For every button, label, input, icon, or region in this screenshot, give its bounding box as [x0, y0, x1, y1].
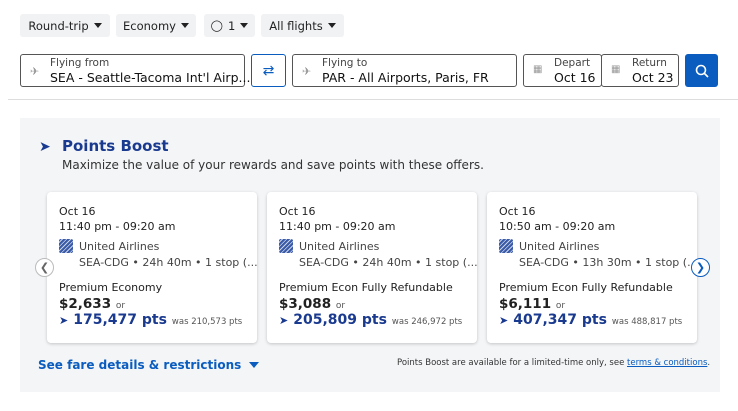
caret-down-icon — [327, 23, 336, 28]
cabin-class: Premium Econ Fully Refundable — [499, 281, 673, 294]
united-logo-icon — [279, 239, 293, 253]
caret-down-icon — [93, 23, 102, 28]
route: SEA-CDG — [519, 256, 569, 269]
flight-date: Oct 16 — [59, 205, 96, 218]
passenger-count: 1 — [227, 18, 236, 33]
search-icon — [695, 64, 709, 78]
cabin-class: Premium Econ Fully Refundable — [279, 281, 453, 294]
stops: 1 stop (... — [205, 256, 258, 269]
airline-name: United Airlines — [79, 239, 160, 253]
points-boost-title: Points Boost — [62, 137, 169, 155]
flight-time: 10:50 am - 09:20 am — [499, 220, 616, 233]
terms-link[interactable]: terms & conditions — [627, 358, 708, 368]
rocket-icon: ➤ — [279, 314, 289, 327]
caret-down-icon — [240, 23, 249, 28]
stops: 1 stop (... — [425, 256, 478, 269]
points-price: 175,477 pts — [73, 312, 167, 328]
rocket-icon: ➤ — [39, 139, 51, 155]
flight-type-dropdown[interactable]: All flights — [261, 14, 344, 37]
united-logo-icon — [59, 239, 73, 253]
disclaimer: Points Boost are available for a limited… — [397, 358, 710, 368]
was-points: was 488,817 pts — [611, 317, 683, 327]
offer-card[interactable]: Oct 16 11:40 pm - 09:20 am United Airlin… — [47, 192, 258, 343]
cash-price: $2,633 — [59, 296, 112, 312]
points-price: 205,809 pts — [293, 312, 387, 328]
flight-time: 11:40 pm - 09:20 am — [279, 220, 396, 233]
flying-to-input[interactable]: ✈ Flying to PAR - All Airports, Paris, F… — [292, 54, 517, 87]
to-value: PAR - All Airports, Paris, FR — [322, 70, 489, 85]
return-date-input[interactable]: ▦ Return Oct 23 — [601, 54, 679, 87]
offer-card[interactable]: Oct 16 10:50 am - 09:20 am United Airlin… — [487, 192, 698, 343]
calendar-icon: ▦ — [533, 64, 543, 75]
fare-details-label: See fare details & restrictions — [38, 358, 242, 372]
offer-card[interactable]: Oct 16 11:40 pm - 09:20 am United Airlin… — [267, 192, 478, 343]
disclaimer-text: Points Boost are available for a limited… — [397, 358, 628, 368]
or-text: or — [115, 301, 126, 311]
cash-price: $3,088 — [279, 296, 332, 312]
trip-type-dropdown[interactable]: Round-trip — [20, 14, 110, 37]
chevron-left-icon: ❮ — [39, 261, 50, 274]
airline-name: United Airlines — [299, 239, 380, 253]
fare-details-toggle[interactable]: See fare details & restrictions — [38, 358, 260, 372]
landing-icon: ✈ — [302, 65, 312, 78]
from-label: Flying from — [50, 57, 110, 69]
route: SEA-CDG — [299, 256, 349, 269]
was-points: was 246,972 pts — [391, 317, 463, 327]
stops: 1 stop (... — [645, 256, 698, 269]
or-text: or — [335, 301, 346, 311]
takeoff-icon: ✈ — [30, 65, 40, 78]
return-value: Oct 23 — [632, 70, 674, 85]
duration: 24h 40m — [142, 256, 192, 269]
flying-from-input[interactable]: ✈ Flying from SEA - Seattle-Tacoma Int'l… — [20, 54, 250, 87]
caret-down-icon — [180, 23, 189, 28]
flight-type-label: All flights — [269, 18, 323, 33]
return-label: Return — [632, 57, 667, 69]
cabin-class: Premium Economy — [59, 281, 163, 294]
flight-date: Oct 16 — [499, 205, 536, 218]
duration: 13h 30m — [582, 256, 632, 269]
rocket-icon: ➤ — [59, 314, 69, 327]
person-icon: ◯ — [210, 19, 223, 32]
route: SEA-CDG — [79, 256, 129, 269]
swap-icon: ⇄ — [262, 62, 275, 79]
depart-value: Oct 16 — [554, 70, 596, 85]
united-logo-icon — [499, 239, 513, 253]
flight-time: 11:40 pm - 09:20 am — [59, 220, 176, 233]
to-label: Flying to — [322, 57, 368, 69]
caret-down-icon — [249, 362, 260, 368]
carousel-prev-button[interactable]: ❮ — [35, 258, 54, 277]
calendar-icon: ▦ — [611, 64, 621, 75]
chevron-right-icon: ❯ — [695, 261, 706, 274]
depart-date-input[interactable]: ▦ Depart Oct 16 — [523, 54, 602, 87]
cash-price: $6,111 — [499, 296, 552, 312]
depart-label: Depart — [554, 57, 591, 69]
points-boost-subtitle: Maximize the value of your rewards and s… — [62, 158, 484, 172]
or-text: or — [555, 301, 566, 311]
duration: 24h 40m — [362, 256, 412, 269]
flight-date: Oct 16 — [279, 205, 316, 218]
rocket-icon: ➤ — [499, 314, 509, 327]
was-points: was 210,573 pts — [171, 317, 243, 327]
cabin-label: Economy — [123, 18, 176, 33]
from-value: SEA - Seattle-Tacoma Int'l Airp... — [50, 70, 251, 85]
trip-type-label: Round-trip — [28, 18, 89, 33]
divider — [8, 99, 738, 100]
passengers-dropdown[interactable]: ◯ 1 — [204, 14, 255, 37]
carousel-next-button[interactable]: ❯ — [691, 258, 710, 277]
cabin-dropdown[interactable]: Economy — [116, 14, 196, 37]
swap-button[interactable]: ⇄ — [251, 54, 286, 87]
search-button[interactable] — [685, 54, 718, 87]
airline-name: United Airlines — [519, 239, 600, 253]
disclaimer-end: . — [707, 358, 711, 368]
points-price: 407,347 pts — [513, 312, 607, 328]
